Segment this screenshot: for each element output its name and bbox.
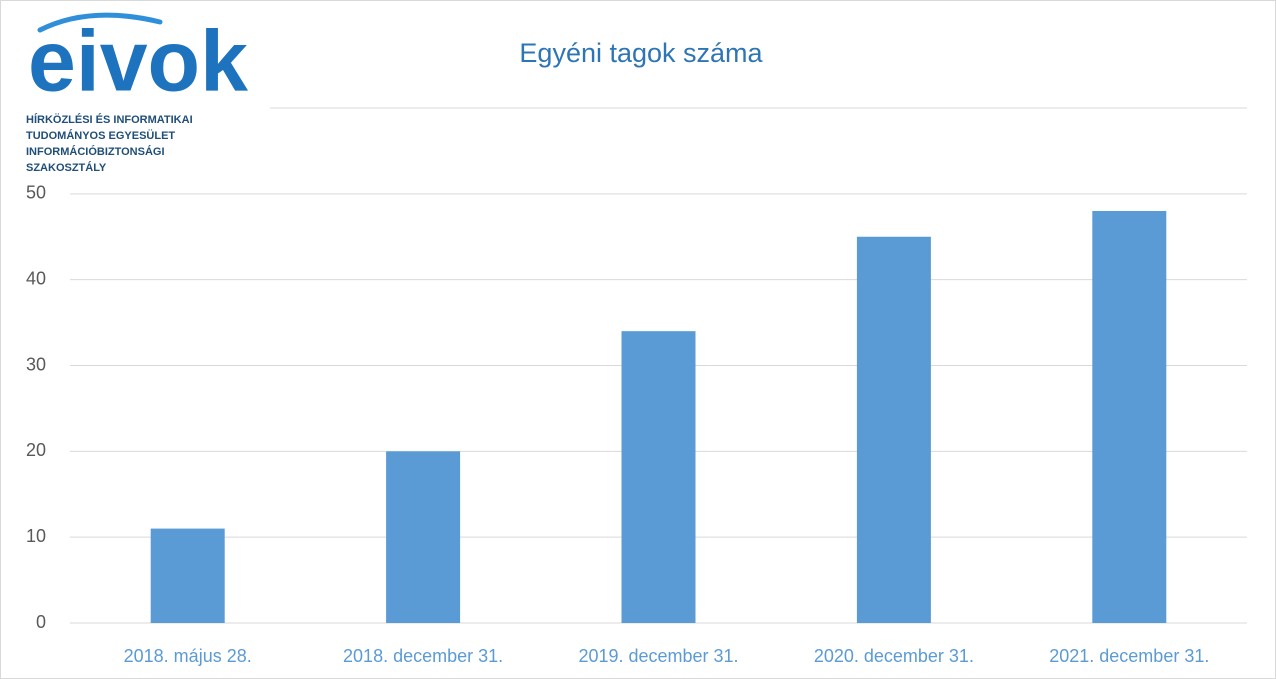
bar: [621, 331, 696, 623]
y-tick-label: 40: [26, 268, 46, 288]
y-tick-label: 10: [26, 526, 46, 546]
chart-title: Egyéni tagok száma: [519, 38, 763, 68]
bar: [1092, 211, 1167, 623]
y-tick-label: 20: [26, 440, 46, 460]
logo-line: HÍRKÖZLÉSI ÉS INFORMATIKAI: [26, 113, 193, 126]
x-tick-label: 2019. december 31.: [578, 646, 738, 666]
logo-line: INFORMÁCIÓBIZTONSÁGI: [26, 145, 165, 158]
x-tick-label: 2020. december 31.: [814, 646, 974, 666]
logo-line: TUDOMÁNYOS EGYESÜLET: [26, 129, 175, 142]
logo-lines: HÍRKÖZLÉSI ÉS INFORMATIKAI TUDOMÁNYOS EG…: [26, 113, 193, 174]
y-tick-label: 50: [26, 183, 46, 203]
logo-line: SZAKOSZTÁLY: [26, 161, 107, 174]
x-tick-label: 2021. december 31.: [1049, 646, 1209, 666]
x-tick-label: 2018. május 28.: [124, 646, 252, 666]
x-tick-label: 2018. december 31.: [343, 646, 503, 666]
y-tick-label: 0: [36, 612, 46, 632]
logo-swoosh: [37, 12, 163, 33]
y-tick-label: 30: [26, 354, 46, 374]
logo-name: eivok: [28, 14, 248, 110]
bar: [386, 451, 461, 623]
bar: [150, 528, 225, 623]
bar: [856, 236, 931, 623]
